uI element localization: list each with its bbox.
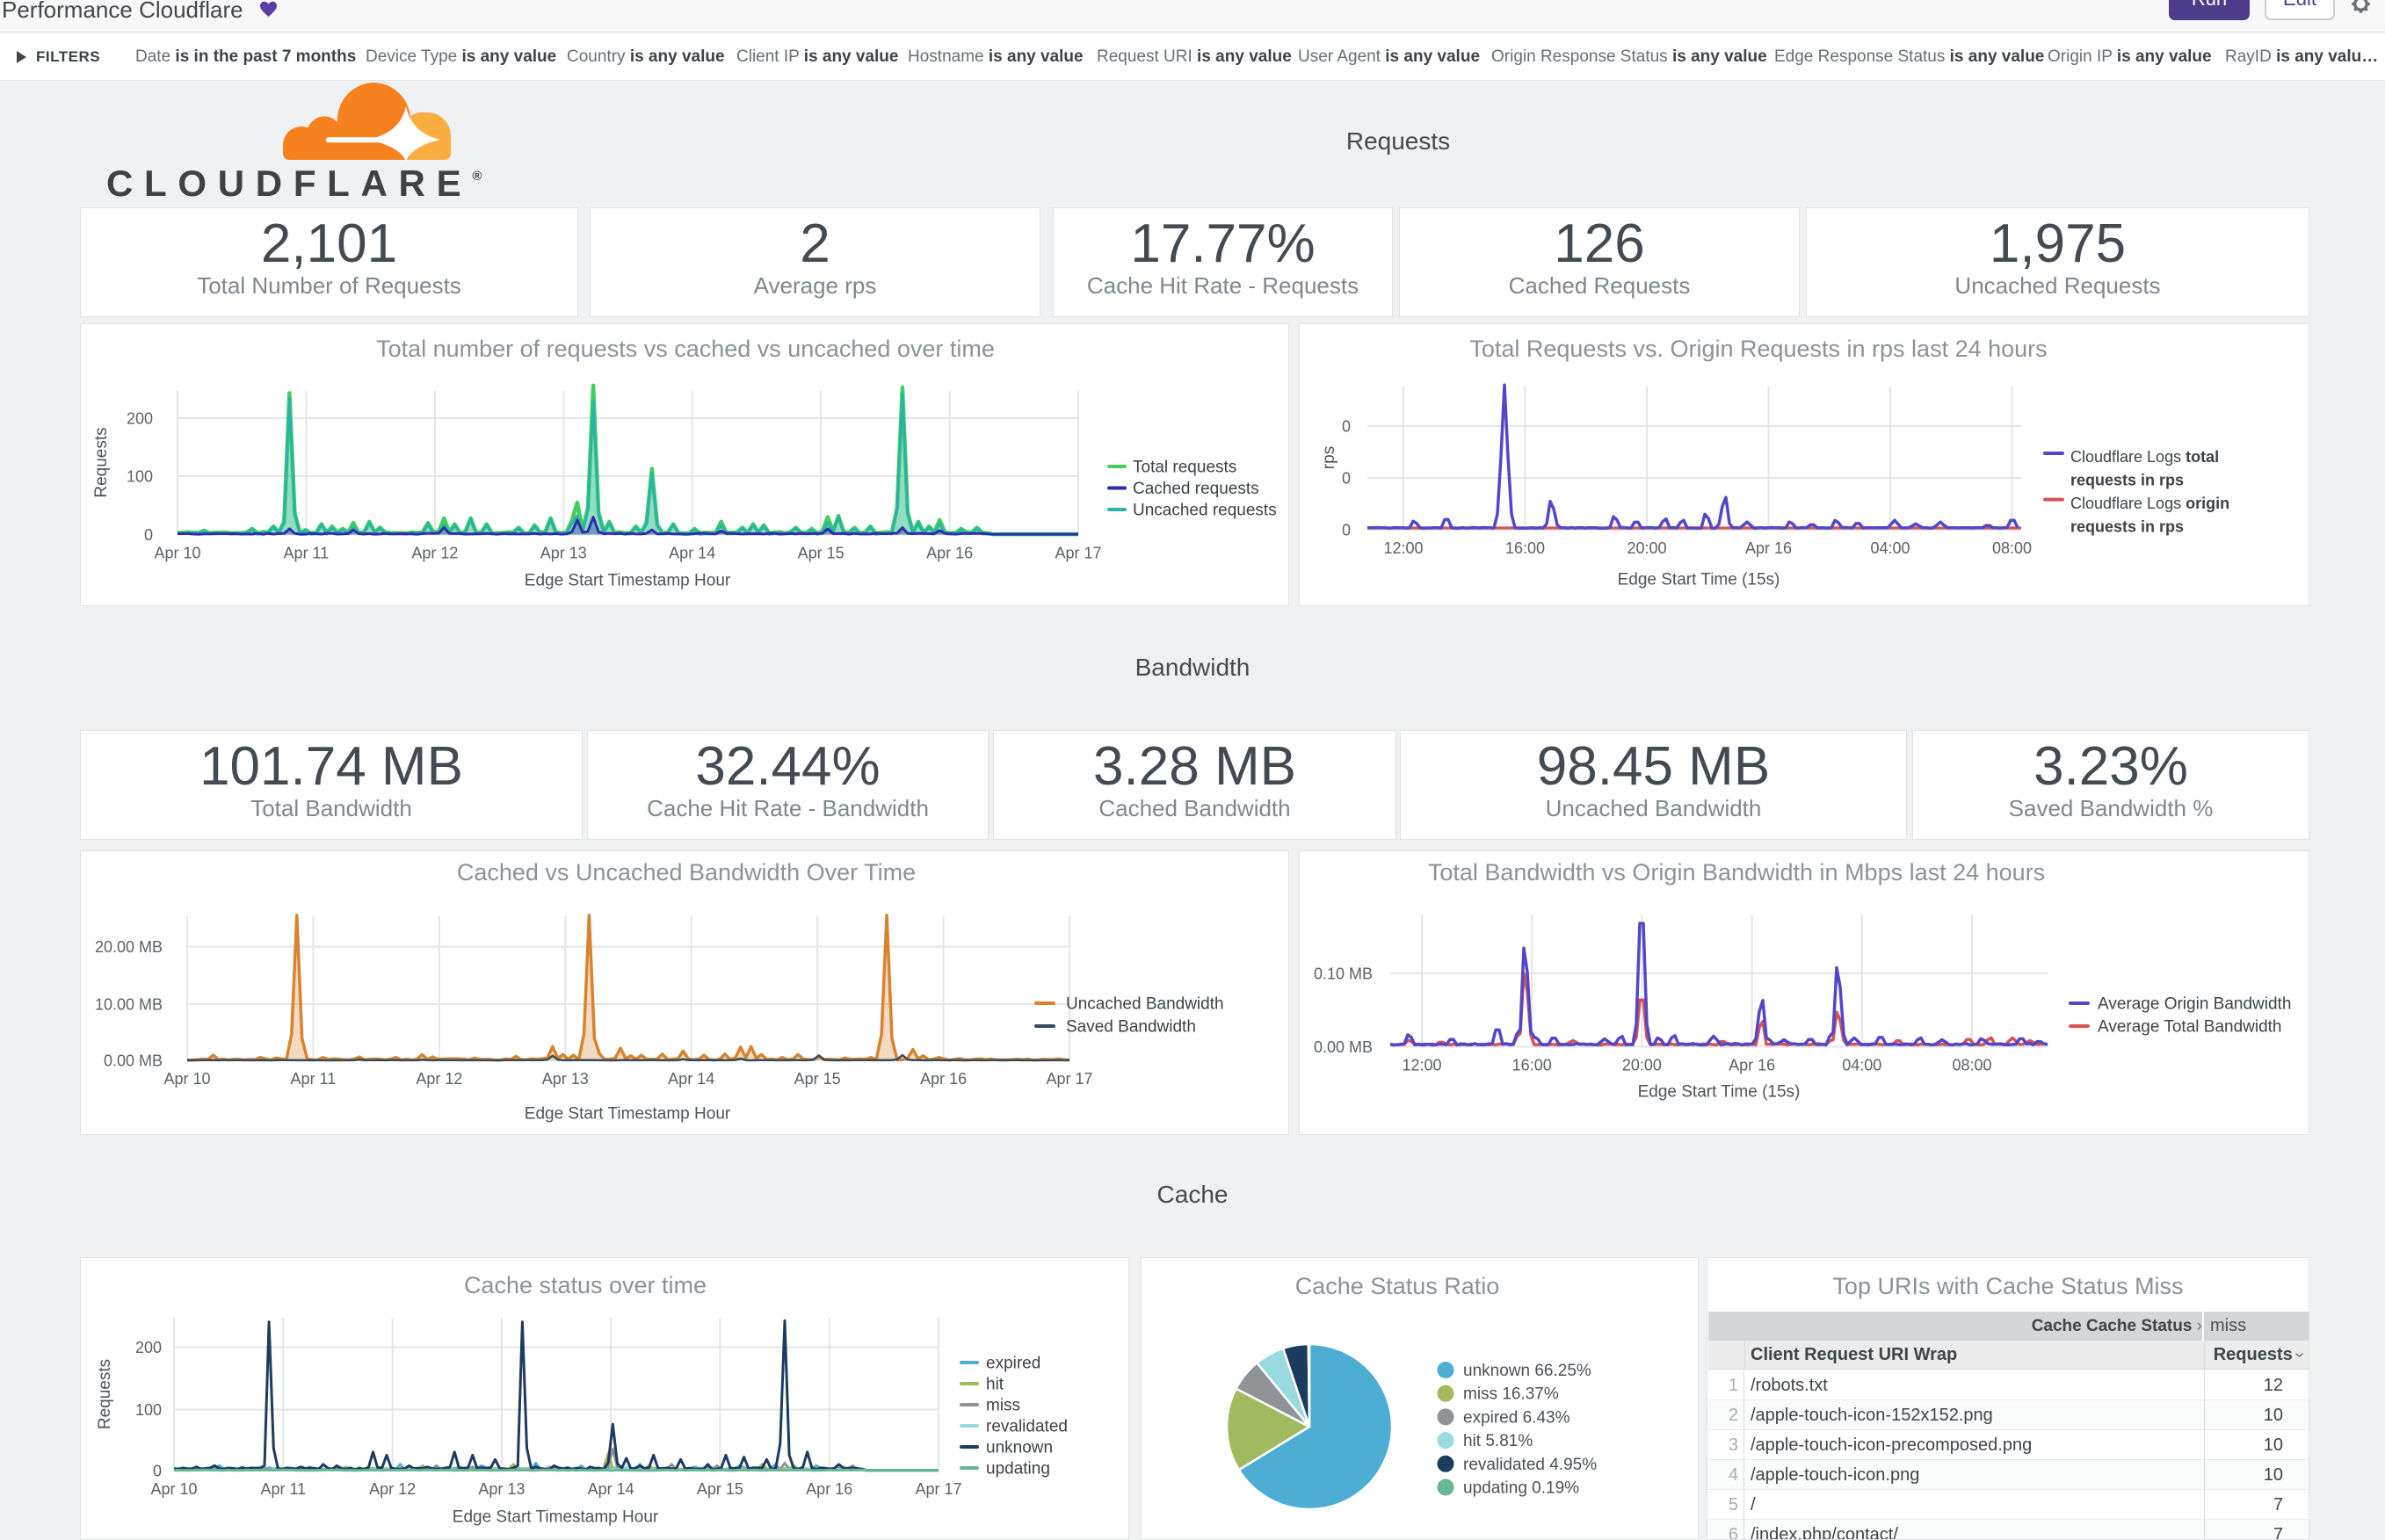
svg-text:0.00 MB: 0.00 MB xyxy=(1314,1038,1373,1056)
svg-text:08:00: 08:00 xyxy=(1952,1057,1991,1074)
svg-text:0: 0 xyxy=(1342,470,1351,488)
svg-text:Apr 16: Apr 16 xyxy=(1745,539,1792,557)
svg-text:Apr 10: Apr 10 xyxy=(154,545,200,562)
svg-text:Apr 13: Apr 13 xyxy=(478,1480,525,1498)
svg-text:Cached requests: Cached requests xyxy=(1133,480,1259,498)
svg-text:Saved Bandwidth: Saved Bandwidth xyxy=(1066,1018,1196,1037)
svg-text:Apr 16: Apr 16 xyxy=(1729,1057,1775,1074)
svg-text:expired 6.43%: expired 6.43% xyxy=(1463,1408,1570,1427)
svg-text:hit 5.81%: hit 5.81% xyxy=(1463,1432,1533,1450)
svg-text:requests in rps: requests in rps xyxy=(2070,518,2184,536)
svg-text:Apr 13: Apr 13 xyxy=(540,545,587,562)
svg-text:20.00 MB: 20.00 MB xyxy=(95,938,163,956)
svg-text:requests in rps: requests in rps xyxy=(2070,472,2184,489)
svg-text:Apr 17: Apr 17 xyxy=(915,1480,961,1498)
svg-text:Apr 12: Apr 12 xyxy=(411,545,458,562)
svg-text:12:00: 12:00 xyxy=(1402,1057,1441,1074)
svg-text:expired: expired xyxy=(986,1355,1040,1373)
svg-text:08:00: 08:00 xyxy=(1992,539,2032,557)
svg-text:0: 0 xyxy=(1342,522,1351,539)
svg-text:Apr 16: Apr 16 xyxy=(920,1070,967,1088)
svg-text:04:00: 04:00 xyxy=(1842,1057,1881,1074)
svg-text:0.00 MB: 0.00 MB xyxy=(104,1052,163,1070)
svg-text:unknown 66.25%: unknown 66.25% xyxy=(1463,1362,1591,1380)
svg-text:updating 0.19%: updating 0.19% xyxy=(1463,1479,1579,1498)
svg-text:Apr 17: Apr 17 xyxy=(1055,545,1101,562)
svg-text:Total Bandwidth vs Origin Band: Total Bandwidth vs Origin Bandwidth in M… xyxy=(1428,859,2045,886)
svg-text:Requests: Requests xyxy=(96,1359,114,1429)
svg-text:rps: rps xyxy=(1320,446,1338,469)
svg-text:Edge Start Timestamp Hour: Edge Start Timestamp Hour xyxy=(525,572,731,590)
svg-text:Requests: Requests xyxy=(92,427,111,497)
svg-text:20:00: 20:00 xyxy=(1622,1057,1662,1074)
svg-text:0: 0 xyxy=(153,1463,162,1480)
svg-text:Total Requests vs. Origin Requ: Total Requests vs. Origin Requests in rp… xyxy=(1469,336,2047,362)
svg-text:revalidated: revalidated xyxy=(986,1418,1068,1436)
svg-text:Uncached Bandwidth: Uncached Bandwidth xyxy=(1066,995,1224,1014)
svg-text:Average Origin Bandwidth: Average Origin Bandwidth xyxy=(2098,995,2291,1014)
svg-text:hit: hit xyxy=(986,1376,1004,1394)
svg-text:Apr 10: Apr 10 xyxy=(163,1070,210,1088)
svg-text:Apr 10: Apr 10 xyxy=(150,1480,197,1498)
svg-text:200: 200 xyxy=(127,410,153,428)
svg-text:Cache Status Ratio: Cache Status Ratio xyxy=(1295,1273,1500,1299)
svg-text:Apr 16: Apr 16 xyxy=(926,545,973,562)
svg-text:12:00: 12:00 xyxy=(1383,539,1423,557)
svg-text:unknown: unknown xyxy=(986,1439,1053,1457)
svg-text:Average Total Bandwidth: Average Total Bandwidth xyxy=(2098,1018,2282,1037)
svg-text:Cloudflare Logs total: Cloudflare Logs total xyxy=(2070,448,2219,466)
svg-text:Edge Start Timestamp Hour: Edge Start Timestamp Hour xyxy=(453,1508,659,1527)
svg-text:Apr 17: Apr 17 xyxy=(1046,1070,1092,1088)
svg-text:Apr 11: Apr 11 xyxy=(291,1070,337,1088)
svg-text:16:00: 16:00 xyxy=(1505,539,1545,557)
svg-text:Apr 15: Apr 15 xyxy=(697,1480,743,1498)
svg-text:Apr 14: Apr 14 xyxy=(668,1070,714,1088)
svg-text:miss 16.37%: miss 16.37% xyxy=(1463,1385,1559,1404)
svg-text:200: 200 xyxy=(135,1339,162,1356)
svg-text:100: 100 xyxy=(135,1401,162,1419)
svg-text:0.10 MB: 0.10 MB xyxy=(1314,965,1373,983)
svg-text:Cache status over time: Cache status over time xyxy=(464,1272,707,1298)
svg-text:Apr 11: Apr 11 xyxy=(284,545,330,562)
svg-text:Apr 15: Apr 15 xyxy=(794,1070,841,1088)
svg-text:Total number of requests vs ca: Total number of requests vs cached vs un… xyxy=(376,336,995,362)
svg-text:Apr 12: Apr 12 xyxy=(416,1070,462,1088)
svg-text:16:00: 16:00 xyxy=(1512,1057,1552,1074)
svg-text:Apr 16: Apr 16 xyxy=(806,1480,852,1498)
svg-text:04:00: 04:00 xyxy=(1870,539,1910,557)
svg-text:revalidated 4.95%: revalidated 4.95% xyxy=(1463,1456,1597,1474)
svg-text:10.00 MB: 10.00 MB xyxy=(95,996,163,1014)
svg-text:Cloudflare Logs origin: Cloudflare Logs origin xyxy=(2070,495,2229,512)
svg-text:0: 0 xyxy=(1342,418,1351,436)
svg-text:Apr 13: Apr 13 xyxy=(542,1070,589,1088)
svg-text:100: 100 xyxy=(127,468,153,486)
svg-text:Apr 14: Apr 14 xyxy=(588,1480,634,1498)
svg-text:Apr 12: Apr 12 xyxy=(369,1480,416,1498)
svg-text:Edge Start Timestamp Hour: Edge Start Timestamp Hour xyxy=(525,1105,731,1124)
svg-text:Apr 11: Apr 11 xyxy=(260,1480,306,1498)
svg-text:Total requests: Total requests xyxy=(1133,459,1236,477)
svg-text:updating: updating xyxy=(986,1460,1050,1479)
svg-text:Edge Start Time (15s): Edge Start Time (15s) xyxy=(1638,1083,1801,1102)
svg-text:0: 0 xyxy=(144,526,153,544)
svg-text:Edge Start Time (15s): Edge Start Time (15s) xyxy=(1618,571,1780,589)
svg-text:20:00: 20:00 xyxy=(1627,539,1666,557)
svg-text:miss: miss xyxy=(986,1397,1020,1415)
svg-text:Apr 14: Apr 14 xyxy=(669,545,715,562)
svg-text:Uncached requests: Uncached requests xyxy=(1133,502,1277,520)
svg-text:Cached vs Uncached Bandwidth O: Cached vs Uncached Bandwidth Over Time xyxy=(457,859,916,886)
svg-text:Apr 15: Apr 15 xyxy=(798,545,845,562)
